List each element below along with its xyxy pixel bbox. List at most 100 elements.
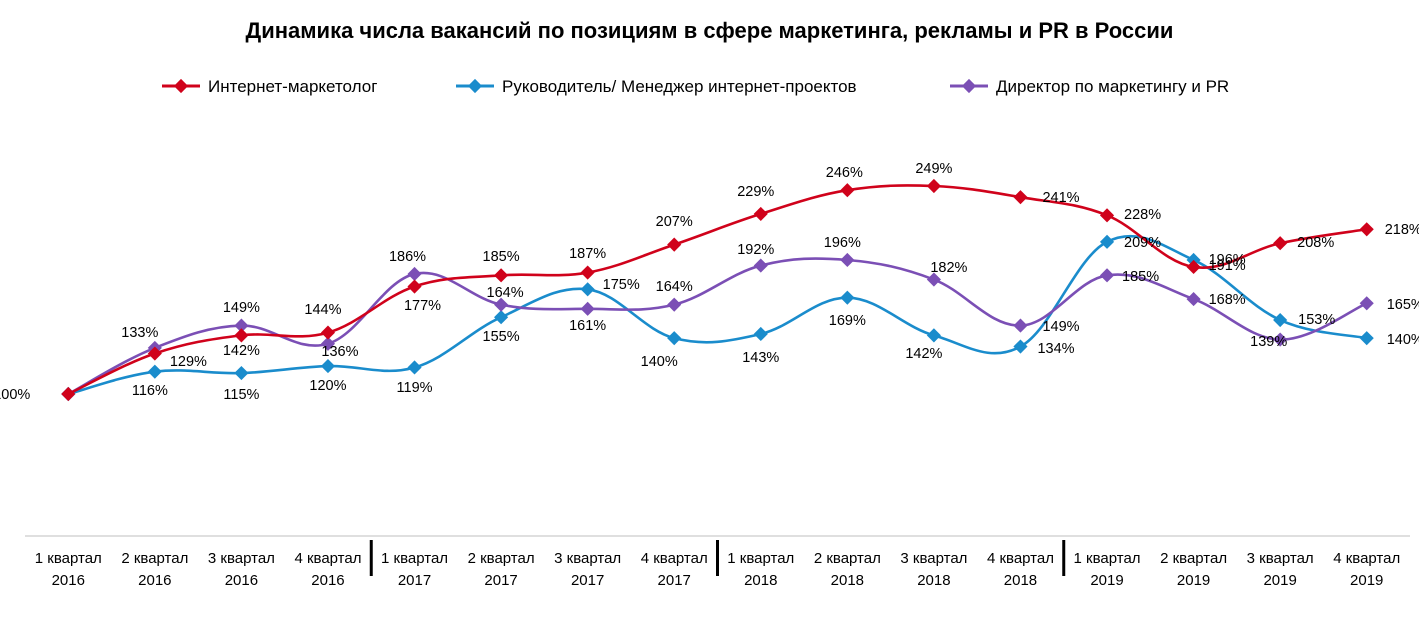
x-tick-label: 4 квартал [294,550,361,567]
data-label: 177% [404,298,441,314]
x-tick-label: 3 квартал [1247,550,1314,567]
data-point [147,364,162,379]
data-label: 192% [737,242,774,258]
data-point [1013,318,1028,333]
x-tick-label: 2 квартал [121,550,188,567]
data-label: 115% [223,387,259,403]
data-point [580,265,595,280]
x-tick-label: 1 квартал [381,550,448,567]
data-label: 149% [223,300,260,316]
data-label: 119% [397,380,433,396]
data-point [1359,296,1374,311]
legend-marker [467,78,483,94]
x-tick-label-year: 2016 [225,572,258,589]
data-label: 161% [569,318,606,334]
data-point [1359,222,1374,237]
data-point [494,268,509,283]
series-1 [61,178,1374,402]
x-tick-label-year: 2018 [744,572,777,589]
data-point [1273,332,1288,347]
data-point [667,331,682,346]
data-point [1273,312,1288,328]
x-tick-label-year: 2017 [398,572,431,589]
data-label: 149% [1042,319,1079,335]
data-label: 155% [483,329,520,345]
x-tick-label: 4 квартал [987,550,1054,567]
x-tick-label: 3 квартал [554,550,621,567]
x-tick-label: 4 квартал [641,550,708,567]
data-label: 120% [309,378,346,394]
series-line [66,257,1369,396]
data-point [407,279,422,294]
x-tick-label-year: 2018 [1004,572,1037,589]
data-point [407,266,422,282]
data-label: 196% [1209,252,1246,268]
series-line [66,234,1369,396]
data-label: 100% [0,387,30,403]
data-label: 182% [930,260,967,276]
data-label: 207% [656,214,693,230]
x-tick-label-year: 2016 [52,572,85,589]
data-point [494,310,509,325]
data-point [147,346,162,361]
data-label: 229% [737,184,774,200]
x-tick-label: 1 квартал [35,550,102,567]
data-point [580,282,595,297]
x-tick-label: 3 квартал [208,550,275,567]
data-label: 185% [1122,269,1159,285]
x-tick-label-year: 2016 [311,572,344,589]
data-label: 191% [1209,258,1246,274]
chart-title: Динамика числа вакансий по позициям в сф… [245,18,1174,43]
x-tick-label: 1 квартал [727,550,794,567]
x-tick-label-year: 2019 [1350,572,1383,589]
data-point [753,326,768,342]
x-tick-label-year: 2016 [138,572,171,589]
data-label: 175% [603,277,640,293]
legend-item: Руководитель/ Менеджер интернет-проектов [456,77,857,96]
data-label: 133% [121,325,158,341]
x-tick-label-year: 2019 [1263,572,1296,589]
x-tick-label-year: 2018 [917,572,950,589]
data-point [234,318,249,333]
data-point [320,336,336,351]
data-label: 169% [829,313,866,329]
legend-label: Руководитель/ Менеджер интернет-проектов [502,77,857,96]
data-label: 218% [1385,222,1419,238]
legend-marker [961,78,977,94]
data-label: 249% [915,161,952,177]
x-tick-label-year: 2017 [658,572,691,589]
data-label: 196% [824,235,861,251]
data-label: 129% [170,354,207,370]
data-point [1013,190,1028,205]
series-3 [61,252,1374,402]
data-label: 139% [1250,334,1287,350]
data-point [1273,236,1288,251]
legend-label: Директор по маркетингу и PR [996,77,1229,96]
x-tick-label: 1 квартал [1074,550,1141,567]
data-label: 140% [1387,332,1419,348]
data-point [234,328,249,343]
data-label: 116% [132,383,168,399]
data-point [667,237,682,252]
data-point [667,297,682,312]
data-label: 140% [641,354,678,370]
x-tick-label-year: 2017 [571,572,604,589]
data-point [926,272,941,287]
data-point [840,290,855,305]
data-label: 142% [905,346,942,362]
data-label: 142% [223,343,260,359]
data-label: 228% [1124,207,1161,223]
x-tick-label-year: 2017 [484,572,517,589]
x-tick-label: 2 квартал [468,550,535,567]
data-label: 164% [487,285,524,301]
data-point [753,206,768,221]
data-point [234,365,249,381]
series-2 [61,234,1374,402]
data-point [1099,268,1115,283]
data-label: 241% [1042,190,1079,206]
data-point [840,183,855,198]
series-layer [61,178,1374,402]
data-point [407,360,422,375]
data-point [753,258,768,273]
